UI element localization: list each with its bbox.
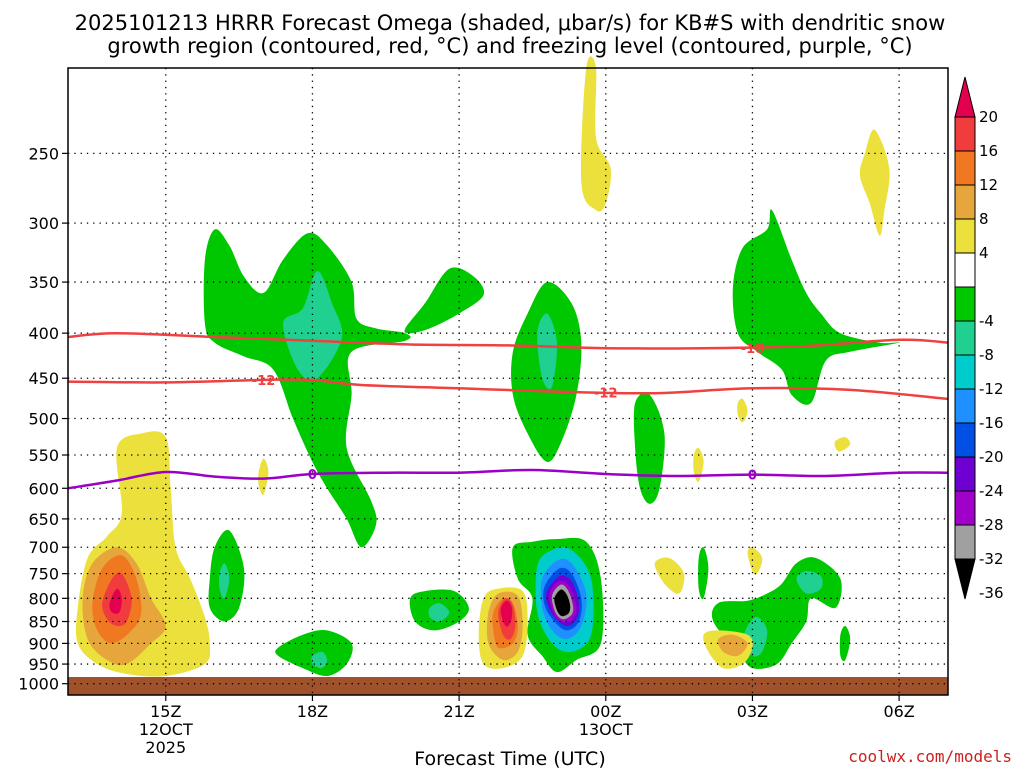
x-tick-label2-3: 13OCT (579, 720, 633, 739)
y-tick-label-950: 950 (28, 655, 59, 674)
isotherm-line-0-3 (67, 468, 949, 490)
omega-region-20-46 (500, 600, 513, 627)
omega-region--4-5 (633, 392, 665, 504)
omega-region--4-1 (404, 267, 485, 334)
omega-region--8-17 (428, 602, 450, 622)
omega-shading-layer (75, 56, 901, 677)
chart-title-line1: 2025101213 HRRR Forecast Omega (shaded, … (75, 11, 946, 35)
colorbar-band-8 (954, 354, 976, 390)
omega-region--8-15 (218, 563, 230, 599)
colorbar-label-1: 16 (979, 142, 998, 160)
x-tick-label2-0: 12OCT (139, 720, 193, 739)
colorbar-label-6: -8 (979, 346, 994, 364)
y-tick-label-500: 500 (28, 410, 59, 429)
colorbar-band-13 (954, 524, 976, 560)
omega-region--4-7 (275, 630, 353, 677)
omega-region--4-12 (698, 546, 709, 600)
colorbar-top-arrow (954, 76, 976, 118)
isotherm-label-3: 0 (308, 468, 317, 483)
colorbar-band-9 (954, 388, 976, 424)
omega-region--4-0 (203, 229, 411, 548)
colorbar-label-5: -4 (979, 312, 994, 330)
y-tick-label-1000: 1000 (18, 675, 59, 694)
omega-region--4-11 (839, 625, 851, 662)
colorbar-bottom-arrow (954, 558, 976, 600)
x-tick-label-0: 15Z (150, 702, 181, 721)
colorbar-band-11 (954, 456, 976, 492)
omega-region-4-29 (859, 129, 890, 236)
isotherm-label-0: -18 (741, 342, 765, 357)
y-tick-label-650: 650 (28, 510, 59, 529)
isotherm-label-2: -12 (252, 374, 276, 389)
omega-region--8-14 (537, 313, 558, 390)
omega-region--4-4 (732, 209, 901, 405)
colorbar-label-2: 12 (979, 176, 998, 194)
colorbar-label-4: 4 (979, 244, 989, 262)
colorbar-band-1 (954, 116, 976, 152)
omega-region-4-34 (747, 547, 763, 575)
omega-region-4-32 (654, 557, 685, 594)
omega-region-4-37 (834, 437, 851, 452)
isotherm-line--18-0 (67, 331, 949, 350)
omega-region--8-13 (283, 270, 343, 381)
omega-colorbar: 20 16 12 8 4 -4 -8 -12 -16 -20 -24 -28 -32 -36 (954, 76, 1004, 602)
omega-region--36-26 (554, 589, 571, 617)
omega-region-4-28 (580, 56, 612, 212)
y-tick-label-550: 550 (28, 446, 59, 465)
colorbar-band-6 (954, 286, 976, 322)
colorbar-band-7 (954, 320, 976, 356)
colorbar-band-3 (954, 184, 976, 220)
x-axis-title: Forecast Time (UTC) (414, 748, 605, 768)
x-tick-label-5: 06Z (883, 702, 914, 721)
colorbar-label-7: -12 (979, 380, 1004, 398)
isotherm-label-4: 0 (748, 469, 757, 484)
isotherm-label-1: -12 (594, 386, 618, 401)
colorbar-band-2 (954, 150, 976, 186)
isotherm-line--12-1 (67, 378, 949, 401)
colorbar-band-12 (954, 490, 976, 526)
colorbar-label-11: -28 (979, 516, 1004, 534)
x-tick-label-3: 00Z (590, 702, 621, 721)
x-tick-label-4: 03Z (737, 702, 768, 721)
isotherm-contours: -18 -12 -12 0 0 (67, 331, 949, 490)
y-tick-label-800: 800 (28, 589, 59, 608)
colorbar-label-0: 20 (979, 108, 998, 126)
y-tick-label-350: 350 (28, 273, 59, 292)
colorbar-band-10 (954, 422, 976, 458)
plot-frame (67, 67, 949, 696)
y-tick-label-300: 300 (28, 214, 59, 233)
omega-region--8-16 (311, 651, 328, 669)
colorbar-band-5 (954, 252, 976, 288)
y-tick-label-450: 450 (28, 369, 59, 388)
colorbar-label-3: 8 (979, 210, 989, 228)
colorbar-label-12: -32 (979, 550, 1004, 568)
y-tick-label-850: 850 (28, 613, 59, 632)
colorbar-label-9: -20 (979, 448, 1004, 466)
y-tick-label-600: 600 (28, 479, 59, 498)
x-tick-label3-0: 2025 (145, 738, 186, 757)
omega-region-4-30 (258, 458, 269, 495)
colorbar-label-13: -36 (979, 584, 1004, 602)
omega-region-20-45 (109, 588, 122, 614)
omega-region-4-36 (737, 398, 748, 423)
colorbar-label-8: -16 (979, 414, 1004, 432)
y-tick-label-750: 750 (28, 565, 59, 584)
x-tick-label-1: 18Z (297, 702, 328, 721)
omega-region-4-35 (693, 447, 704, 483)
colorbar-band-4 (954, 218, 976, 254)
credit-text: coolwx.com/models (848, 747, 1012, 766)
y-tick-label-250: 250 (28, 144, 59, 163)
y-tick-label-700: 700 (28, 538, 59, 557)
x-tick-label-2: 21Z (443, 702, 474, 721)
y-tick-label-400: 400 (28, 324, 59, 343)
y-axis: 250 300 350 400 450 500 550 600 650 700 750 800 850 9… (18, 144, 68, 694)
chart-title-line2: growth region (contoured, red, °C) and f… (107, 34, 912, 58)
omega-region-8-40 (717, 634, 748, 657)
ground-surface (68, 677, 948, 695)
colorbar-label-10: -24 (979, 482, 1004, 500)
omega-region--8-18 (796, 571, 823, 594)
y-tick-label-900: 900 (28, 634, 59, 653)
